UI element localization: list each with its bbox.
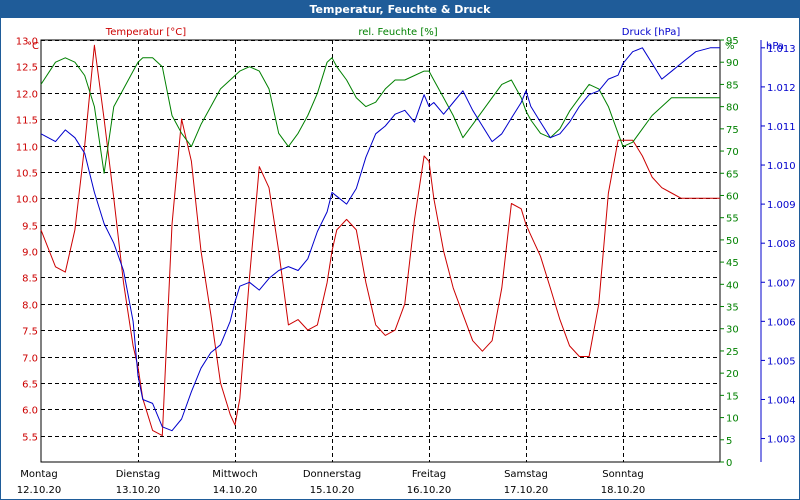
hum-tick-label: 85	[726, 80, 739, 91]
legend-press: Druck [hPa]	[622, 27, 681, 38]
press-tick-label: 1.010	[767, 161, 796, 172]
press-tick-label: 1.005	[767, 356, 796, 367]
left-tick-label: 7.5	[22, 327, 38, 338]
x-day-name: Donnerstag	[303, 469, 361, 480]
chart-title: Temperatur, Feuchte & Druck	[1, 1, 799, 18]
left-unit-label: °C	[27, 41, 39, 52]
left-tick-label: 6.0	[22, 406, 38, 417]
left-tick-label: 6.5	[22, 380, 38, 391]
press-tick-label: 1.006	[767, 317, 796, 328]
press-tick-label: 1.012	[767, 83, 796, 94]
labels: °C% hPa Temperatur [°C] rel. Feuchte [%] Dru…	[17, 27, 784, 496]
left-tick-label: 5.5	[22, 433, 38, 444]
press-tick-label: 1.007	[767, 278, 796, 289]
x-day-name: Freitag	[412, 469, 446, 480]
x-day-date: 12.10.20	[17, 485, 62, 496]
left-tick-label: 11.0	[16, 143, 38, 154]
hum-tick-label: 65	[726, 169, 739, 180]
hum-tick-label: 70	[726, 147, 739, 158]
hum-tick-label: 45	[726, 258, 739, 269]
hum-tick-label: 35	[726, 303, 739, 314]
left-tick-label: 11.5	[16, 116, 38, 127]
x-day-date: 17.10.20	[504, 485, 549, 496]
hum-unit-label: %	[725, 41, 735, 52]
legend-temp: Temperatur [°C]	[105, 27, 186, 38]
left-tick-label: 8.0	[22, 301, 38, 312]
left-tick-label: 9.0	[22, 248, 38, 259]
hum-tick-label: 10	[726, 414, 739, 425]
x-day-date: 16.10.20	[407, 485, 452, 496]
pressure-line	[40, 47, 720, 432]
hum-tick-label: 25	[726, 347, 739, 358]
left-tick-label: 7.0	[22, 354, 38, 365]
x-day-name: Dienstag	[116, 469, 161, 480]
x-day-name: Sonntag	[602, 469, 644, 480]
left-tick-label: 13.0	[16, 37, 38, 48]
hum-tick-label: 30	[726, 325, 739, 336]
hum-tick-label: 40	[726, 280, 739, 291]
hum-tick-label: 5	[726, 436, 732, 447]
press-tick-label: 1.003	[767, 435, 796, 446]
press-tick-label: 1.004	[767, 395, 796, 406]
hum-tick-label: 15	[726, 391, 739, 402]
hum-tick-label: 80	[726, 103, 739, 114]
press-tick-label: 1.013	[767, 44, 796, 55]
press-tick-label: 1.011	[767, 122, 796, 133]
humidity-line	[40, 57, 720, 174]
hum-tick-label: 50	[726, 236, 739, 247]
x-day-name: Samstag	[504, 469, 548, 480]
hum-tick-label: 55	[726, 214, 739, 225]
press-unit-label: hPa	[766, 41, 784, 52]
series-lines	[40, 44, 720, 437]
x-day-name: Montag	[20, 469, 57, 480]
x-day-name: Mittwoch	[212, 469, 257, 480]
left-tick-label: 10.0	[16, 195, 38, 206]
x-day-date: 14.10.20	[213, 485, 258, 496]
left-tick-label: 8.5	[22, 274, 38, 285]
hum-tick-label: 75	[726, 125, 739, 136]
left-tick-label: 12.0	[16, 90, 38, 101]
hum-tick-label: 90	[726, 58, 739, 69]
hum-tick-label: 0	[726, 458, 732, 469]
x-day-date: 15.10.20	[310, 485, 355, 496]
hum-tick-label: 60	[726, 191, 739, 202]
temperature-line	[40, 44, 720, 437]
hum-tick-label: 95	[726, 36, 739, 47]
hum-tick-label: 20	[726, 369, 739, 380]
press-tick-label: 1.009	[767, 200, 796, 211]
x-day-date: 18.10.20	[601, 485, 646, 496]
axes: 5.5 6.0 6.5 7.0 7.5 8.0 8.5 9.0 9.5 10.0 10.5 11.0 1…	[16, 36, 796, 469]
press-tick-label: 1.008	[767, 239, 796, 250]
chart-svg: 5.5 6.0 6.5 7.0 7.5 8.0 8.5 9.0 9.5 10.0 10.5 11.0 1…	[16, 27, 796, 496]
left-tick-label: 9.5	[22, 222, 38, 233]
left-tick-label: 10.5	[16, 169, 38, 180]
legend-hum: rel. Feuchte [%]	[358, 27, 437, 38]
left-tick-label: 12.5	[16, 63, 38, 74]
x-day-date: 13.10.20	[116, 485, 161, 496]
